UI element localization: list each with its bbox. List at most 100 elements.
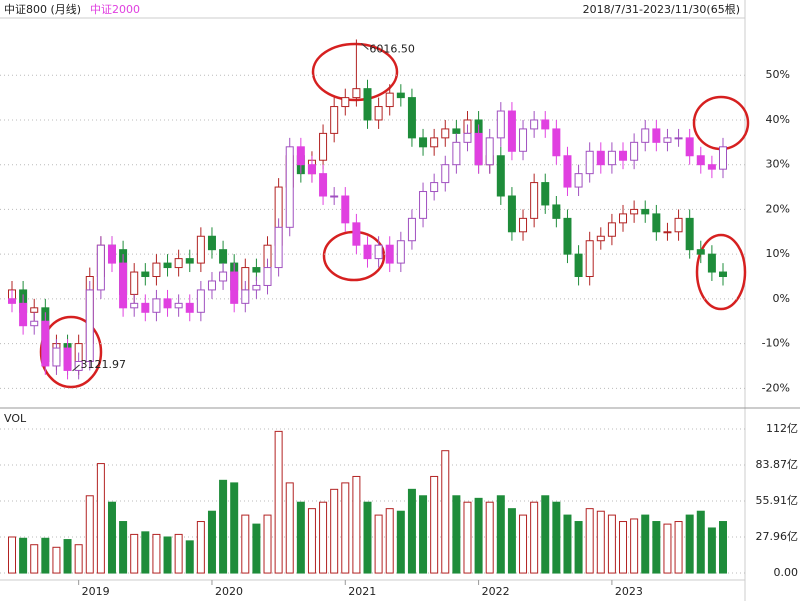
- volume-bar: [541, 495, 550, 574]
- candle-body: [163, 262, 172, 269]
- candle-body: [652, 213, 661, 233]
- candle-body: [285, 146, 294, 228]
- candle-body: [585, 240, 594, 278]
- x-tick-label: 2021: [348, 585, 376, 598]
- candle-body: [41, 320, 50, 367]
- volume-bar: [252, 523, 261, 574]
- candle-body: [196, 235, 205, 264]
- candle-body: [107, 244, 116, 264]
- y-tick-label: -20%: [762, 381, 790, 394]
- candle-body: [585, 150, 594, 175]
- candle-body: [85, 289, 94, 362]
- candle-body: [619, 213, 628, 224]
- volume-bar: [630, 518, 639, 574]
- candle-body: [263, 267, 272, 286]
- candle-body: [574, 173, 583, 188]
- volume-bar: [607, 514, 616, 574]
- candle-body: [641, 128, 650, 143]
- candle-body: [419, 191, 428, 219]
- volume-bar: [30, 544, 39, 574]
- volume-bar: [574, 521, 583, 574]
- x-tick-label: 2019: [82, 585, 110, 598]
- candle-body: [185, 258, 194, 264]
- volume-title: VOL: [4, 412, 27, 425]
- candle-body: [519, 217, 528, 233]
- candle-body: [430, 182, 439, 193]
- candle-body: [430, 137, 439, 148]
- volume-bar: [274, 430, 283, 574]
- volume-bar: [330, 488, 339, 574]
- chart-title: 中证800 (月线): [4, 2, 81, 16]
- volume-bar: [419, 495, 428, 574]
- candle-body: [519, 128, 528, 152]
- candle-body: [563, 217, 572, 255]
- candle-body: [252, 284, 261, 291]
- candle-body: [630, 208, 639, 215]
- candle-body: [496, 110, 505, 139]
- volume-bar: [296, 501, 305, 574]
- highlight-circles: [39, 42, 750, 389]
- annotation-arrow: [361, 43, 369, 50]
- volume-bar: [230, 482, 239, 574]
- y-tick-label: 55.91亿: [756, 494, 799, 507]
- candle-body: [385, 92, 394, 108]
- y-tick-label: -10%: [762, 337, 790, 350]
- candle-body: [452, 128, 461, 134]
- volume-bar: [163, 536, 172, 574]
- candle-body: [152, 298, 161, 313]
- x-tick-label: 2022: [482, 585, 510, 598]
- volume-bar: [652, 521, 661, 574]
- candle-body: [52, 347, 61, 367]
- volume-bar: [341, 482, 350, 574]
- volume-bar: [663, 523, 672, 574]
- candle-body: [330, 195, 339, 198]
- volume-bar: [185, 540, 194, 574]
- candle-body: [552, 204, 561, 219]
- candle-body: [696, 155, 705, 166]
- candle-body: [596, 235, 605, 242]
- volume-bar: [385, 508, 394, 574]
- volume-bar: [74, 544, 83, 574]
- volume-bar: [219, 479, 228, 574]
- candle-body: [619, 150, 628, 161]
- candle-body: [685, 137, 694, 157]
- y-tick-label: 0.00: [774, 566, 799, 579]
- volume-bar: [8, 536, 16, 574]
- volume-bar: [507, 508, 516, 574]
- candle-body: [496, 155, 505, 197]
- candle-body: [674, 137, 683, 140]
- volume-bar: [396, 510, 405, 574]
- volume-bar: [107, 501, 116, 574]
- candle-body: [341, 195, 350, 224]
- candle-body: [196, 289, 205, 313]
- volume-bar: [96, 463, 105, 574]
- candle-body: [96, 244, 105, 291]
- candle-body: [541, 182, 550, 206]
- candle-body: [607, 150, 616, 166]
- candle-body: [319, 132, 328, 161]
- volume-bar: [530, 501, 539, 574]
- volume-bar: [496, 495, 505, 574]
- candle-body: [174, 302, 183, 309]
- volume-bar: [519, 514, 528, 574]
- volume-bar: [196, 521, 205, 574]
- candle-body: [607, 222, 616, 237]
- candle-body: [541, 119, 550, 130]
- annotation: 6016.50: [369, 42, 415, 55]
- candle-body: [130, 302, 139, 309]
- range-label: 2018/7/31-2023/11/30(65根): [583, 2, 740, 16]
- candle-body: [141, 302, 150, 313]
- volume-bar: [241, 514, 250, 574]
- candle-body: [652, 128, 661, 143]
- candle-body: [274, 226, 283, 269]
- volume-bar: [485, 501, 494, 574]
- candle-body: [674, 217, 683, 233]
- candle-body: [719, 146, 727, 170]
- volume-bar: [352, 475, 361, 574]
- candle-body: [707, 164, 716, 170]
- candle-body: [163, 298, 172, 309]
- volume-bar: [152, 533, 161, 574]
- volume-bar: [119, 521, 128, 574]
- volume-bar: [130, 533, 139, 574]
- volume-bar: [674, 521, 683, 574]
